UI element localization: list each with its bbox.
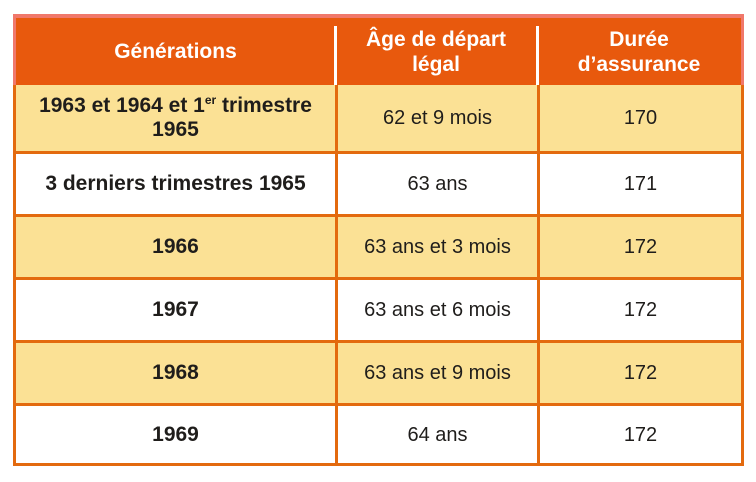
- cell-generation: 1967: [152, 298, 199, 321]
- header-text-line: Générations: [114, 40, 237, 63]
- generation-superscript: er: [204, 93, 217, 107]
- cell-duration: 170: [537, 85, 741, 151]
- cell-legal-age: 64 ans: [335, 406, 537, 463]
- cell-duration: 172: [537, 406, 741, 463]
- table-row: 1968 63 ans et 9 mois 172: [13, 340, 744, 403]
- generation-text-part: 1965: [152, 118, 199, 141]
- generation-text-part: trimestre: [216, 94, 312, 117]
- cell-duration: 172: [537, 280, 741, 340]
- cell-generation: 1963 et 1964 et 1er trimestre 1965: [16, 85, 335, 151]
- table-header-row: Générations Âge de départ légal Durée d’…: [13, 14, 744, 85]
- header-insurance-duration: Durée d’assurance: [536, 18, 741, 85]
- cell-generation: 1968: [152, 361, 199, 384]
- cell-legal-age: 63 ans et 9 mois: [335, 343, 537, 403]
- table-row: 1967 63 ans et 6 mois 172: [13, 277, 744, 340]
- header-text-line: légal: [412, 52, 460, 76]
- generation-text-part: 1963 et 1964 et 1: [39, 94, 205, 117]
- cell-duration: 171: [537, 154, 741, 214]
- table-row: 1969 64 ans 172: [13, 403, 744, 466]
- cell-legal-age: 62 et 9 mois: [335, 85, 537, 151]
- cell-generation: 1966: [152, 235, 199, 258]
- generation-text: 1963 et 1964 et 1er trimestre 1965: [39, 94, 312, 142]
- table-row: 1963 et 1964 et 1er trimestre 1965 62 et…: [13, 85, 744, 151]
- cell-generation: 3 derniers trimestres 1965: [45, 172, 306, 195]
- cell-legal-age: 63 ans et 3 mois: [335, 217, 537, 277]
- header-legal-departure-age: Âge de départ légal: [334, 18, 537, 85]
- header-text-line: d’assurance: [577, 52, 701, 76]
- header-text-line: Âge de départ: [365, 27, 507, 51]
- retirement-age-table: Générations Âge de départ légal Durée d’…: [13, 14, 744, 466]
- cell-legal-age: 63 ans: [335, 154, 537, 214]
- header-generations: Générations: [16, 18, 335, 85]
- cell-generation: 1969: [152, 422, 199, 446]
- cell-duration: 172: [537, 343, 741, 403]
- header-text-line: Durée: [609, 27, 669, 51]
- table-row: 3 derniers trimestres 1965 63 ans 171: [13, 151, 744, 214]
- cell-duration: 172: [537, 217, 741, 277]
- table-row: 1966 63 ans et 3 mois 172: [13, 214, 744, 277]
- cell-legal-age: 63 ans et 6 mois: [335, 280, 537, 340]
